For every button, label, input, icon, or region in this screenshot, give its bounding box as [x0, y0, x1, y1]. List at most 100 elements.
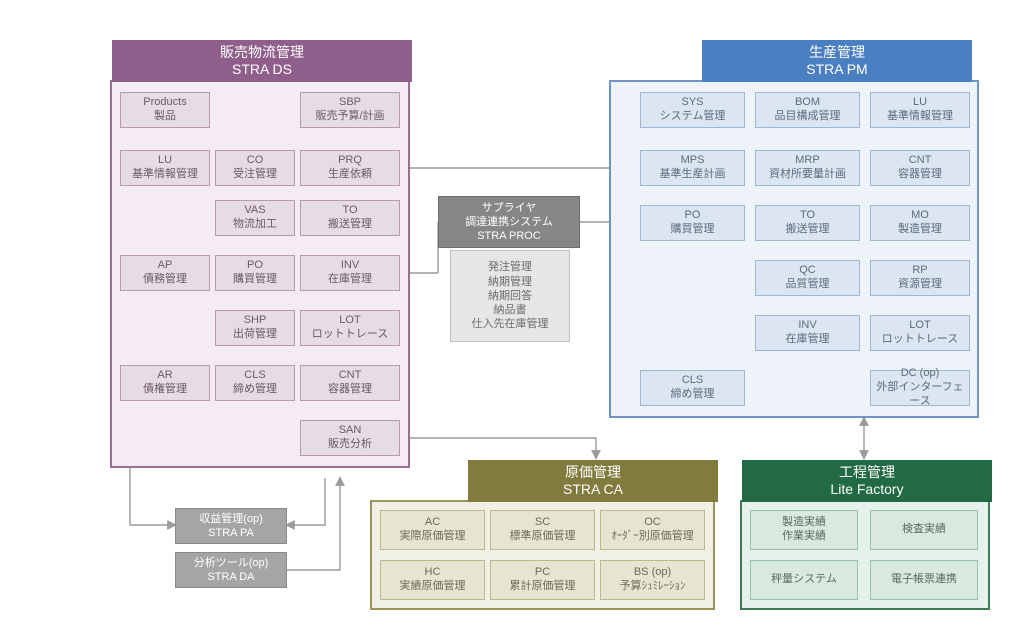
pm-mps-l1: MPS	[681, 154, 705, 168]
pm-po-l2: 購買管理	[671, 223, 715, 237]
pm-rp-l2: 資源管理	[898, 278, 942, 292]
ds-sbp-l2: 販売予算/計画	[315, 110, 384, 124]
panel-ds-title2: STRA DS	[232, 61, 292, 79]
ds-products-l1: Products	[143, 96, 186, 110]
panel-pm-header: 生産管理 STRA PM	[702, 40, 972, 82]
ds-vas-l1: VAS	[244, 204, 265, 218]
ds-vas-l2: 物流加工	[233, 218, 277, 232]
ds-ap: AP債務管理	[120, 255, 210, 291]
edge-33	[287, 478, 325, 525]
ca-sc-l1: SC	[535, 516, 550, 530]
ca-pc: PC累計原価管理	[490, 560, 595, 600]
panel-ca-title1: 原価管理	[565, 464, 621, 482]
ds-ar-l2: 債権管理	[143, 383, 187, 397]
pm-mrp: MRP資材所要量計画	[755, 150, 860, 186]
ca-hc-l1: HC	[425, 566, 441, 580]
pm-mrp-l2: 資材所要量計画	[769, 168, 846, 182]
ds-po: PO購買管理	[215, 255, 295, 291]
panel-lf-title2: Lite Factory	[830, 481, 903, 499]
ds-shp-l1: SHP	[244, 314, 267, 328]
panel-lf-title1: 工程管理	[839, 464, 895, 482]
ds-ap-l1: AP	[158, 259, 173, 273]
pm-rp-l1: RP	[912, 264, 927, 278]
edge-15	[130, 468, 175, 525]
pm-po-l1: PO	[685, 209, 701, 223]
ds-lot-l1: LOT	[339, 314, 360, 328]
ds-lu: LU基準情報管理	[120, 150, 210, 186]
pm-bom: BOM品目構成管理	[755, 92, 860, 128]
pm-to: TO搬送管理	[755, 205, 860, 241]
stra-pa: 収益管理(op) STRA PA	[175, 508, 287, 544]
pm-inv-l1: INV	[798, 319, 816, 333]
panel-ds-title1: 販売物流管理	[220, 44, 304, 62]
stra-da-l1: 分析ツール(op)	[194, 556, 269, 570]
panel-ca-title2: STRA CA	[563, 481, 623, 499]
pm-rp: RP資源管理	[870, 260, 970, 296]
ca-bs-l1: BS (op)	[634, 566, 671, 580]
ds-vas: VAS物流加工	[215, 200, 295, 236]
ds-lot-l2: ロットトレース	[312, 328, 388, 342]
ds-prq-l1: PRQ	[338, 154, 362, 168]
ds-shp: SHP出荷管理	[215, 310, 295, 346]
pm-cls-l1: CLS	[682, 374, 703, 388]
ds-ar-l1: AR	[157, 369, 172, 383]
proc-body-line-3: 納品書	[494, 303, 527, 317]
pm-inv: INV在庫管理	[755, 315, 860, 351]
ca-oc-l2: ｵｰﾀﾞｰ別原価管理	[611, 530, 694, 544]
ca-ac-l1: AC	[425, 516, 440, 530]
pm-dc-l1: DC (op)	[901, 367, 940, 381]
proc-body-line-2: 納期回答	[488, 289, 532, 303]
ds-inv: INV在庫管理	[300, 255, 400, 291]
pm-lot-l1: LOT	[909, 319, 930, 333]
stra-pa-l2: STRA PA	[208, 526, 254, 540]
pm-sys: SYSシステム管理	[640, 92, 745, 128]
proc-l2: 調達連携システム	[465, 215, 553, 229]
ca-pc-l2: 累計原価管理	[510, 580, 576, 594]
ds-cls: CLS締め管理	[215, 365, 295, 401]
ca-oc-l1: OC	[644, 516, 661, 530]
ca-sc: SC標準原価管理	[490, 510, 595, 550]
ds-prq: PRQ生産依頼	[300, 150, 400, 186]
pm-mo-l2: 製造管理	[898, 223, 942, 237]
pm-dc-l2: 外部インターフェース	[871, 381, 969, 409]
ds-san-l2: 販売分析	[328, 438, 372, 452]
ds-cnt: CNT容器管理	[300, 365, 400, 401]
stra-da: 分析ツール(op) STRA DA	[175, 552, 287, 588]
pm-po: PO購買管理	[640, 205, 745, 241]
pm-dc: DC (op)外部インターフェース	[870, 370, 970, 406]
pm-lot: LOTロットトレース	[870, 315, 970, 351]
ds-lot: LOTロットトレース	[300, 310, 400, 346]
ds-products: Products製品	[120, 92, 210, 128]
ca-bs: BS (op)予算ｼｭﾐﾚｰｼｮﾝ	[600, 560, 705, 600]
ds-san-l1: SAN	[339, 424, 362, 438]
pm-to-l1: TO	[800, 209, 815, 223]
lf-4-l1: 電子帳票連携	[891, 573, 957, 587]
pm-inv-l2: 在庫管理	[786, 333, 830, 347]
lf-1: 製造実績作業実績	[750, 510, 858, 550]
stra-da-l2: STRA DA	[207, 570, 254, 584]
proc-body-line-1: 納期管理	[488, 275, 532, 289]
ca-bs-l2: 予算ｼｭﾐﾚｰｼｮﾝ	[620, 580, 686, 594]
ds-cnt-l1: CNT	[339, 369, 362, 383]
pm-cnt-l2: 容器管理	[898, 168, 942, 182]
panel-ca-header: 原価管理 STRA CA	[468, 460, 718, 502]
ds-prq-l2: 生産依頼	[328, 168, 372, 182]
lf-2: 検査実績	[870, 510, 978, 550]
lf-1-l2: 作業実績	[782, 530, 826, 544]
ds-cls-l2: 締め管理	[233, 383, 277, 397]
lf-1-l1: 製造実績	[782, 516, 826, 530]
pm-cnt: CNT容器管理	[870, 150, 970, 186]
lf-3: 秤量システム	[750, 560, 858, 600]
edge-30	[400, 438, 596, 458]
ds-sbp: SBP販売予算/計画	[300, 92, 400, 128]
ds-co-l2: 受注管理	[233, 168, 277, 182]
ds-products-l2: 製品	[154, 110, 176, 124]
pm-lu: LU基準情報管理	[870, 92, 970, 128]
ds-san: SAN販売分析	[300, 420, 400, 456]
proc-body-line-0: 発注管理	[488, 260, 532, 274]
pm-lu-l2: 基準情報管理	[887, 110, 953, 124]
proc-body-line-4: 仕入先在庫管理	[472, 317, 549, 331]
ds-lu-l2: 基準情報管理	[132, 168, 198, 182]
ds-cnt-l2: 容器管理	[328, 383, 372, 397]
ds-ap-l2: 債務管理	[143, 273, 187, 287]
